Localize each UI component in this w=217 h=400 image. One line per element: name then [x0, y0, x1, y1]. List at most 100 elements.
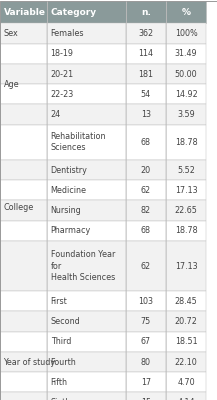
Text: Sex: Sex	[3, 29, 18, 38]
Bar	[47, 104, 126, 125]
Bar	[166, 1, 206, 23]
Bar	[0, 180, 47, 200]
Text: 82: 82	[141, 206, 151, 215]
Text: First: First	[51, 297, 67, 306]
Bar	[47, 352, 126, 372]
Bar	[47, 64, 126, 84]
Text: 67: 67	[141, 337, 151, 346]
Bar	[126, 180, 166, 200]
Bar	[47, 1, 126, 23]
Text: 54: 54	[141, 90, 151, 99]
Bar	[166, 44, 206, 64]
Bar	[166, 84, 206, 104]
Bar	[126, 1, 166, 23]
Bar	[47, 125, 126, 160]
Text: 114: 114	[138, 49, 153, 58]
Text: n.: n.	[141, 8, 151, 17]
Bar	[126, 392, 166, 400]
Bar	[0, 200, 47, 221]
Bar	[47, 221, 126, 241]
Text: 18.51: 18.51	[175, 337, 197, 346]
Text: 20.72: 20.72	[175, 317, 197, 326]
Text: 22.10: 22.10	[175, 358, 197, 366]
Text: 28.45: 28.45	[175, 297, 197, 306]
Bar	[47, 180, 126, 200]
Bar	[0, 44, 47, 64]
Text: Foundation Year
for
Health Sciences: Foundation Year for Health Sciences	[51, 250, 115, 282]
Text: 22.65: 22.65	[175, 206, 197, 215]
Bar	[0, 23, 47, 44]
Bar	[166, 332, 206, 352]
Text: 80: 80	[141, 358, 151, 366]
Bar	[0, 84, 47, 104]
Text: 20-21: 20-21	[51, 70, 74, 78]
Text: Year of study: Year of study	[3, 358, 56, 366]
Text: 15: 15	[141, 398, 151, 400]
Bar	[47, 392, 126, 400]
Text: %: %	[182, 8, 191, 17]
Bar	[0, 125, 47, 160]
Text: 18.78: 18.78	[175, 226, 197, 236]
Bar	[126, 125, 166, 160]
Text: 20: 20	[141, 166, 151, 174]
Text: Dentistry: Dentistry	[51, 166, 87, 174]
Bar	[0, 332, 47, 352]
Bar	[166, 352, 206, 372]
Text: 50.00: 50.00	[175, 70, 197, 78]
Text: Females: Females	[51, 29, 84, 38]
Bar	[47, 311, 126, 332]
Text: 100%: 100%	[175, 29, 197, 38]
Text: Rehabilitation
Sciences: Rehabilitation Sciences	[51, 132, 106, 152]
Bar	[166, 160, 206, 180]
Text: 17.13: 17.13	[175, 262, 197, 270]
Bar	[166, 125, 206, 160]
Bar	[126, 241, 166, 291]
Text: 62: 62	[141, 186, 151, 195]
Bar	[47, 23, 126, 44]
Bar	[47, 241, 126, 291]
Bar	[0, 311, 47, 332]
Text: Category: Category	[51, 8, 97, 17]
Bar	[0, 392, 47, 400]
Bar	[166, 180, 206, 200]
Bar	[166, 200, 206, 221]
Bar	[166, 291, 206, 311]
Text: Age: Age	[3, 80, 19, 89]
Bar	[47, 291, 126, 311]
Text: Third: Third	[51, 337, 71, 346]
Bar	[126, 200, 166, 221]
Bar	[0, 291, 47, 311]
Bar	[126, 311, 166, 332]
Text: 22-23: 22-23	[51, 90, 74, 99]
Text: 18-19: 18-19	[51, 49, 74, 58]
Bar	[166, 64, 206, 84]
Bar	[166, 392, 206, 400]
Bar	[0, 241, 47, 291]
Bar	[47, 372, 126, 392]
Bar	[0, 352, 47, 372]
Bar	[0, 104, 47, 125]
Text: 18.78: 18.78	[175, 138, 197, 147]
Bar	[47, 44, 126, 64]
Bar	[47, 332, 126, 352]
Text: 68: 68	[141, 138, 151, 147]
Text: 17: 17	[141, 378, 151, 387]
Bar	[166, 104, 206, 125]
Bar	[0, 160, 47, 180]
Bar	[166, 221, 206, 241]
Bar	[0, 372, 47, 392]
Text: 3.59: 3.59	[177, 110, 195, 119]
Bar	[47, 200, 126, 221]
Text: Fourth: Fourth	[51, 358, 76, 366]
Bar	[126, 44, 166, 64]
Bar	[126, 104, 166, 125]
Bar	[126, 291, 166, 311]
Text: 17.13: 17.13	[175, 186, 197, 195]
Bar	[0, 64, 47, 84]
Bar	[126, 84, 166, 104]
Bar	[126, 160, 166, 180]
Bar	[166, 311, 206, 332]
Bar	[126, 221, 166, 241]
Text: 75: 75	[141, 317, 151, 326]
Text: 181: 181	[138, 70, 153, 78]
